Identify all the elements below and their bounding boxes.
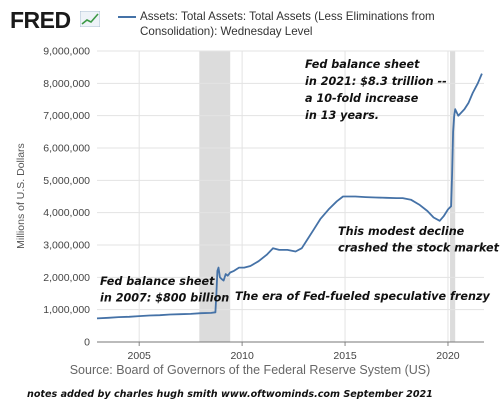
x-tick-label: 2010 <box>230 350 254 362</box>
x-tick-label: 2005 <box>128 350 152 362</box>
y-tick-label: 8,000,000 <box>43 78 90 90</box>
annotation-2007: Fed balance sheet in 2007: $800 billion <box>100 275 229 305</box>
recession-band-1 <box>450 51 456 342</box>
series-line-0 <box>96 73 483 320</box>
y-tick-label: 4,000,000 <box>43 207 90 219</box>
y-tick-label: 2,000,000 <box>43 272 90 284</box>
legend-series-swatch <box>118 16 136 18</box>
y-axis-label: Millions of U.S. Dollars <box>15 143 27 249</box>
y-tick-label: 6,000,000 <box>43 143 90 155</box>
y-tick-label: 3,000,000 <box>43 240 90 252</box>
legend-series-label: Assets: Total Assets: Total Assets (Less… <box>140 10 435 38</box>
y-tick-label: 1,000,000 <box>43 304 90 316</box>
chart-trend-icon <box>80 11 100 27</box>
x-tick-label: 2020 <box>436 350 460 362</box>
y-tick-label: 9,000,000 <box>43 46 90 58</box>
y-tick-label: 5,000,000 <box>43 175 90 187</box>
x-tick-label: 2015 <box>333 350 357 362</box>
fred-logo: FRED <box>10 7 71 33</box>
recession-band-0 <box>199 51 231 342</box>
y-tick-label: 7,000,000 <box>43 110 90 122</box>
annotation-2021: Fed balance sheet in 2021: $8.3 trillion … <box>305 58 447 122</box>
annotation-frenzy: The era of Fed-fueled speculative frenzy <box>235 290 490 303</box>
annotation-decline: This modest decline crashed the stock mar… <box>338 225 500 255</box>
y-tick-label: 0 <box>84 337 90 349</box>
source-note: Source: Board of Governors of the Federa… <box>69 363 431 377</box>
notes-credit: notes added by charles hugh smith www.of… <box>27 389 433 400</box>
